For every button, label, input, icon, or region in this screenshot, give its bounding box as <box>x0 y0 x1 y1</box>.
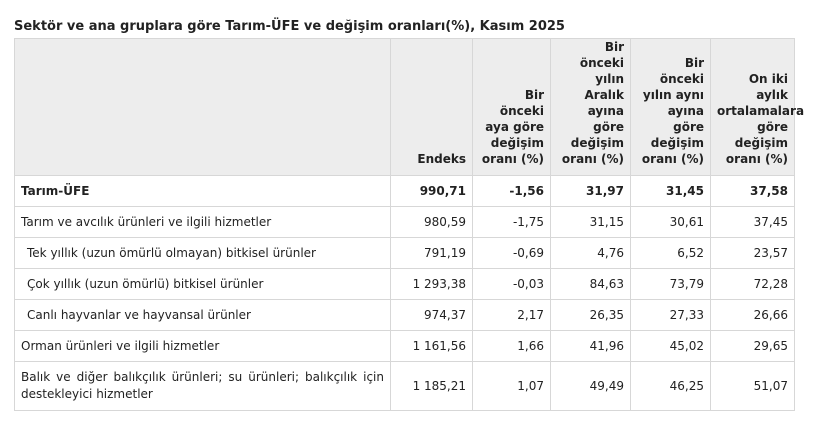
cell-endeks: 974,37 <box>390 299 473 331</box>
table-row: Orman ürünleri ve ilgili hizmetler 1 161… <box>14 330 795 362</box>
row-label: Tarım ve avcılık ürünleri ve ilgili hizm… <box>14 206 391 238</box>
row-label: Çok yıllık (uzun ömürlü) bitkisel ürünle… <box>14 268 391 300</box>
cell-monthly: -1,56 <box>472 175 551 207</box>
cell-monthly: 2,17 <box>472 299 551 331</box>
header-label <box>14 38 391 176</box>
cell-monthly: -1,75 <box>472 206 551 238</box>
header-annual-change: Bir önceki yılın aynı ayına göre değişim… <box>630 38 711 176</box>
cell-december: 31,97 <box>550 175 631 207</box>
table-row: Canlı hayvanlar ve hayvansal ürünler 974… <box>14 299 795 331</box>
cell-12-month-avg: 26,66 <box>710 299 795 331</box>
cell-annual: 46,25 <box>630 361 711 411</box>
cell-12-month-avg: 23,57 <box>710 237 795 269</box>
cell-12-month-avg: 29,65 <box>710 330 795 362</box>
row-label: Orman ürünleri ve ilgili hizmetler <box>14 330 391 362</box>
table-row: Çok yıllık (uzun ömürlü) bitkisel ürünle… <box>14 268 795 300</box>
cell-annual: 6,52 <box>630 237 711 269</box>
cell-12-month-avg: 51,07 <box>710 361 795 411</box>
row-label: Tarım-ÜFE <box>14 175 391 207</box>
header-endeks: Endeks <box>390 38 473 176</box>
table-row: Tek yıllık (uzun ömürlü olmayan) bitkise… <box>14 237 795 269</box>
cell-december: 41,96 <box>550 330 631 362</box>
cell-december: 26,35 <box>550 299 631 331</box>
cell-monthly: -0,03 <box>472 268 551 300</box>
cell-december: 31,15 <box>550 206 631 238</box>
row-label: Tek yıllık (uzun ömürlü olmayan) bitkise… <box>14 237 391 269</box>
cell-endeks: 1 293,38 <box>390 268 473 300</box>
cell-december: 4,76 <box>550 237 631 269</box>
data-table: Endeks Bir önceki aya göre değişim oranı… <box>14 38 804 411</box>
cell-12-month-avg: 72,28 <box>710 268 795 300</box>
row-label: Canlı hayvanlar ve hayvansal ürünler <box>14 299 391 331</box>
header-row: Endeks Bir önceki aya göre değişim oranı… <box>14 38 804 176</box>
cell-endeks: 1 161,56 <box>390 330 473 362</box>
cell-endeks: 791,19 <box>390 237 473 269</box>
cell-endeks: 990,71 <box>390 175 473 207</box>
cell-annual: 31,45 <box>630 175 711 207</box>
cell-december: 84,63 <box>550 268 631 300</box>
cell-annual: 27,33 <box>630 299 711 331</box>
cell-annual: 73,79 <box>630 268 711 300</box>
cell-12-month-avg: 37,45 <box>710 206 795 238</box>
row-label: Balık ve diğer balıkçılık ürünleri; su ü… <box>14 361 391 411</box>
cell-monthly: -0,69 <box>472 237 551 269</box>
header-december-change: Bir önceki yılın Aralık ayına göre değiş… <box>550 38 631 176</box>
table-row: Tarım ve avcılık ürünleri ve ilgili hizm… <box>14 206 795 238</box>
cell-endeks: 980,59 <box>390 206 473 238</box>
header-monthly-change: Bir önceki aya göre değişim oranı (%) <box>472 38 551 176</box>
table-row: Balık ve diğer balıkçılık ürünleri; su ü… <box>14 361 795 411</box>
cell-12-month-avg: 37,58 <box>710 175 795 207</box>
cell-monthly: 1,07 <box>472 361 551 411</box>
header-12-month-avg-change: On iki aylık ortalamalara göre değişim o… <box>710 38 804 176</box>
cell-monthly: 1,66 <box>472 330 551 362</box>
cell-annual: 30,61 <box>630 206 711 238</box>
table-row: Tarım-ÜFE 990,71 -1,56 31,97 31,45 37,58 <box>14 175 795 207</box>
table-title: Sektör ve ana gruplara göre Tarım-ÜFE ve… <box>14 19 565 34</box>
cell-december: 49,49 <box>550 361 631 411</box>
cell-annual: 45,02 <box>630 330 711 362</box>
cell-endeks: 1 185,21 <box>390 361 473 411</box>
